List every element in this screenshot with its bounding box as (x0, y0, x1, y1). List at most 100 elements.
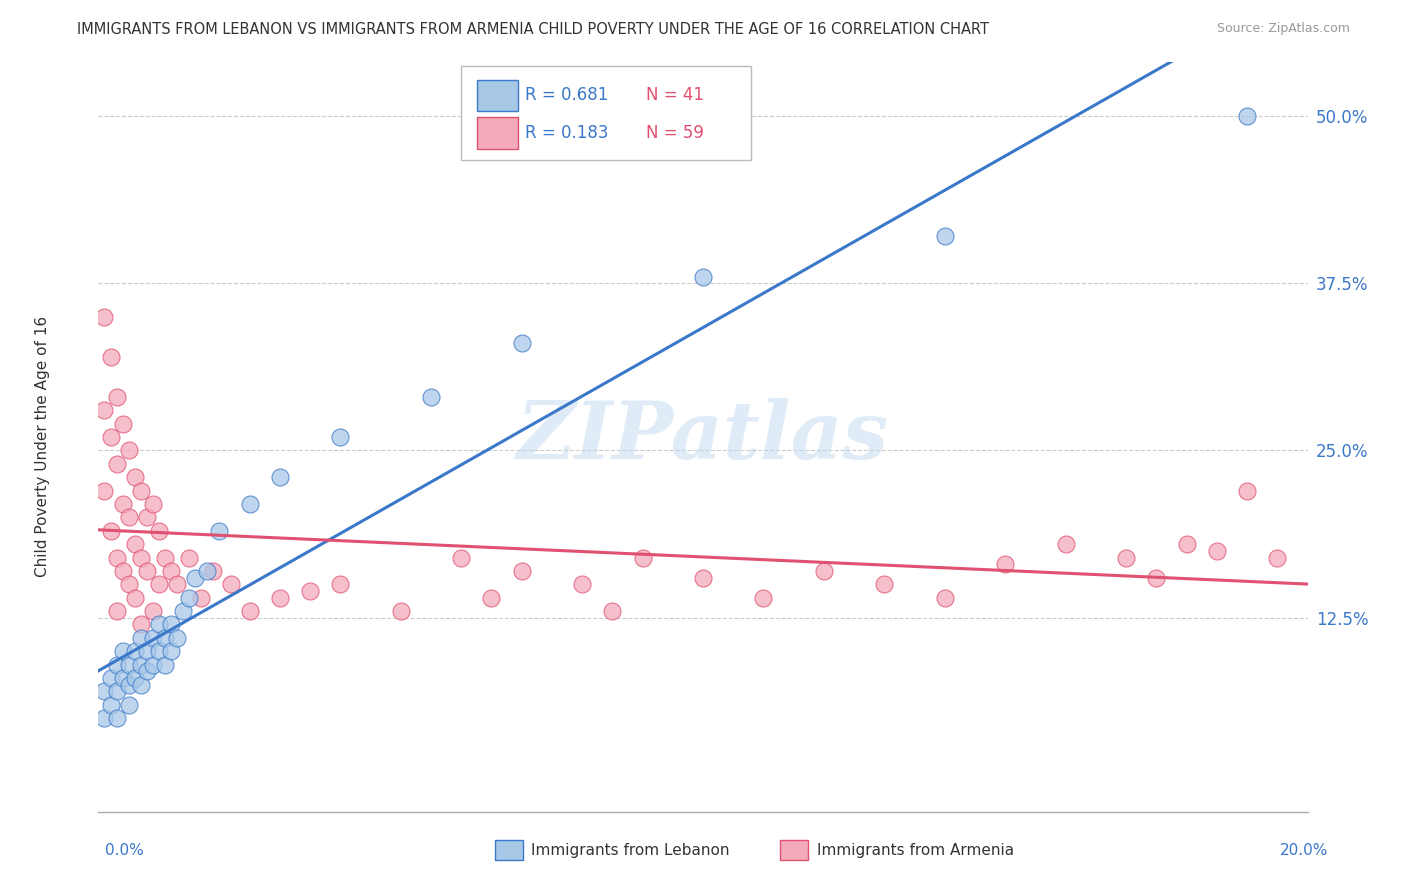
Text: IMMIGRANTS FROM LEBANON VS IMMIGRANTS FROM ARMENIA CHILD POVERTY UNDER THE AGE O: IMMIGRANTS FROM LEBANON VS IMMIGRANTS FR… (77, 22, 990, 37)
Point (129, 631, 152, 645)
Point (135, 564, 157, 578)
Text: 0.0%: 0.0% (105, 843, 145, 858)
Text: Immigrants from Lebanon: Immigrants from Lebanon (531, 843, 730, 857)
Point (100, 430, 122, 444)
Point (239, 604, 262, 618)
Point (934, 229, 956, 244)
Point (195, 564, 218, 578)
Point (118, 443, 141, 458)
Point (148, 617, 170, 632)
Point (1236, 109, 1258, 123)
Point (142, 657, 165, 672)
Point (813, 564, 835, 578)
Point (129, 550, 152, 565)
Point (1054, 537, 1077, 551)
Text: 20.0%: 20.0% (1281, 843, 1329, 858)
Point (208, 524, 231, 538)
Point (202, 564, 225, 578)
Point (602, 604, 624, 618)
Point (111, 417, 134, 431)
Point (124, 591, 146, 605)
Bar (780, 840, 808, 860)
Text: Child Poverty Under the Age of 16: Child Poverty Under the Age of 16 (35, 316, 49, 576)
Point (100, 350, 122, 364)
Point (93, 483, 115, 498)
Point (93, 403, 115, 417)
Point (179, 550, 201, 565)
Point (100, 671, 122, 685)
Point (160, 564, 183, 578)
Point (160, 644, 183, 658)
Point (481, 591, 503, 605)
Point (160, 617, 183, 632)
Point (1206, 544, 1229, 558)
Text: R = 0.183: R = 0.183 (526, 124, 609, 142)
Point (329, 577, 352, 591)
Text: Immigrants from Armenia: Immigrants from Armenia (817, 843, 1014, 857)
Point (100, 698, 122, 712)
Point (124, 470, 146, 484)
Point (221, 577, 243, 591)
Point (105, 711, 128, 725)
Point (135, 664, 157, 679)
Point (269, 591, 291, 605)
Point (111, 644, 134, 658)
Point (631, 550, 654, 565)
Point (105, 390, 128, 404)
Point (571, 577, 593, 591)
Point (239, 497, 262, 511)
Point (105, 604, 128, 618)
Point (148, 577, 170, 591)
Point (510, 336, 533, 351)
Point (129, 657, 152, 672)
Point (873, 577, 896, 591)
Point (135, 510, 157, 524)
Point (135, 644, 157, 658)
Text: R = 0.681: R = 0.681 (526, 87, 609, 104)
FancyBboxPatch shape (477, 79, 517, 112)
Point (190, 591, 212, 605)
Point (124, 537, 146, 551)
Point (153, 657, 176, 672)
Point (129, 678, 152, 692)
FancyBboxPatch shape (477, 117, 517, 149)
Point (692, 269, 714, 284)
Point (93, 310, 115, 324)
Point (93, 711, 115, 725)
Point (329, 430, 352, 444)
Bar (495, 840, 523, 860)
Point (142, 631, 165, 645)
FancyBboxPatch shape (461, 66, 751, 160)
Point (166, 631, 188, 645)
Point (994, 557, 1017, 572)
Text: N = 41: N = 41 (647, 87, 704, 104)
Point (184, 571, 207, 585)
Point (148, 524, 170, 538)
Point (1175, 537, 1198, 551)
Point (420, 390, 443, 404)
Point (124, 644, 146, 658)
Point (118, 698, 141, 712)
Point (179, 591, 201, 605)
Point (510, 564, 533, 578)
Text: Source: ZipAtlas.com: Source: ZipAtlas.com (1216, 22, 1350, 36)
Point (1267, 550, 1289, 565)
Point (1236, 483, 1258, 498)
Point (142, 604, 165, 618)
Point (934, 591, 956, 605)
Point (450, 550, 472, 565)
Point (142, 497, 165, 511)
Point (148, 644, 170, 658)
Point (299, 584, 322, 599)
Point (692, 571, 714, 585)
Text: N = 59: N = 59 (647, 124, 704, 142)
Point (1144, 571, 1167, 585)
Point (100, 524, 122, 538)
Point (118, 577, 141, 591)
Point (105, 550, 128, 565)
Point (105, 657, 128, 672)
Point (105, 457, 128, 471)
Point (93, 684, 115, 698)
Point (166, 577, 188, 591)
Text: ZIPatlas: ZIPatlas (517, 399, 889, 475)
